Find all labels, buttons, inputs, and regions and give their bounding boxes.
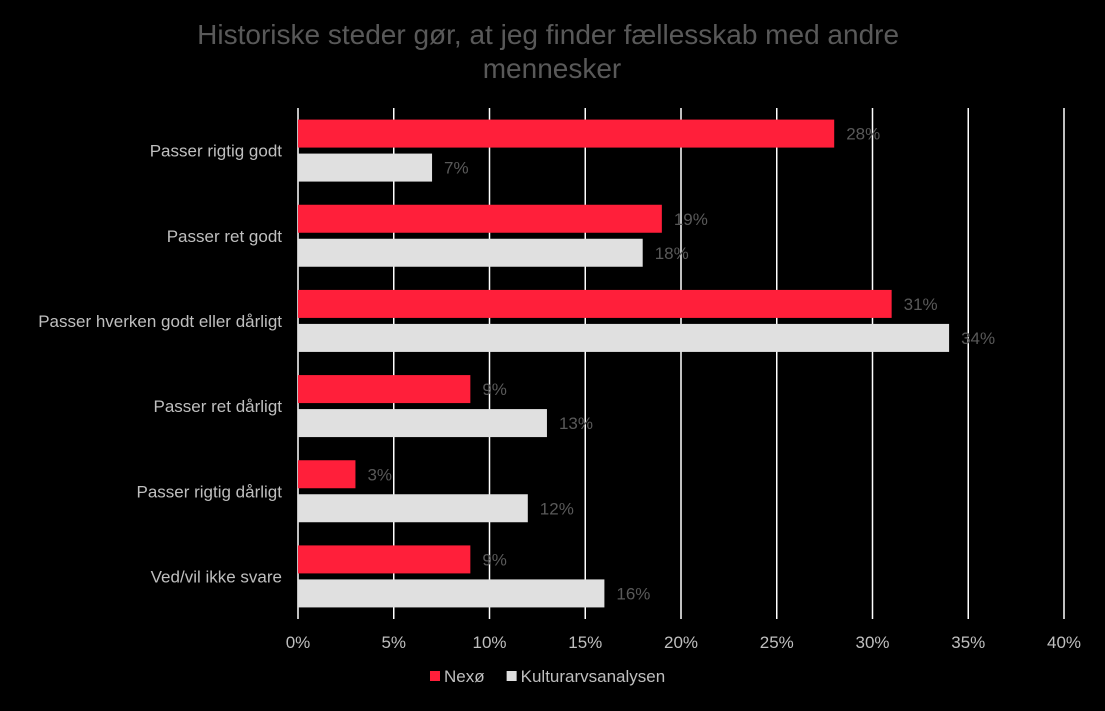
bar-nexo <box>298 204 662 233</box>
x-tick-label: 30% <box>855 633 889 652</box>
data-label: 7% <box>444 159 469 178</box>
category-label: Ved/vil ikke svare <box>151 567 282 586</box>
category-label: Passer ret dårligt <box>154 397 283 416</box>
x-tick-label: 10% <box>472 633 506 652</box>
legend: Nexø Kulturarvsanalysen <box>430 667 665 686</box>
bar-nexo <box>298 545 471 574</box>
bar-kulturarvsanalysen <box>298 409 547 438</box>
x-tick-label: 20% <box>664 633 698 652</box>
data-label: 19% <box>674 210 708 229</box>
legend-label-kulturarvsanalysen: Kulturarvsanalysen <box>521 667 666 686</box>
bar-kulturarvsanalysen <box>298 579 605 608</box>
bar-kulturarvsanalysen <box>298 494 528 523</box>
bars <box>298 119 950 608</box>
data-label: 13% <box>559 414 593 433</box>
category-label: Passer rigtig godt <box>150 142 283 161</box>
category-label: Passer ret godt <box>167 227 283 246</box>
x-tick-label: 40% <box>1047 633 1081 652</box>
data-label: 3% <box>367 465 392 484</box>
bar-kulturarvsanalysen <box>298 323 950 352</box>
x-tick-label: 35% <box>951 633 985 652</box>
chart-title: Historiske steder gør, at jeg finder fæl… <box>197 19 907 84</box>
gridlines <box>297 108 1065 619</box>
data-label: 16% <box>616 584 650 603</box>
x-tick-label: 5% <box>381 633 406 652</box>
legend-swatch-nexo <box>430 671 440 681</box>
bar-kulturarvsanalysen <box>298 238 643 267</box>
data-label: 28% <box>846 125 880 144</box>
x-tick-label: 0% <box>286 633 311 652</box>
data-label: 12% <box>540 499 574 518</box>
chart-title-line-1: Historiske steder gør, at jeg finder fæl… <box>197 19 899 50</box>
bar-nexo <box>298 119 835 148</box>
bar-nexo <box>298 289 892 318</box>
data-label: 34% <box>961 329 995 348</box>
bar-nexo <box>298 460 356 489</box>
x-tick-label: 15% <box>568 633 602 652</box>
category-label: Passer hverken godt eller dårligt <box>38 312 282 331</box>
data-label: 18% <box>655 244 689 263</box>
data-labels: 28% 7% 19% 18% 31% 34% 9% 13% 3% 12% 9% 16% <box>367 125 995 604</box>
chart-title-line-2: mennesker <box>483 53 622 84</box>
x-axis-tick-labels: 0% 5% 10% 15% 20% 25% 30% 35% 40% <box>286 633 1081 652</box>
legend-swatch-kulturarvsanalysen <box>506 671 517 681</box>
legend-label-nexo: Nexø <box>444 667 485 686</box>
x-tick-label: 25% <box>760 633 794 652</box>
category-label: Passer rigtig dårligt <box>136 482 282 501</box>
bar-nexo <box>298 375 471 404</box>
data-label: 9% <box>482 380 507 399</box>
bar-kulturarvsanalysen <box>298 153 433 182</box>
data-label: 31% <box>904 295 938 314</box>
category-labels: Passer rigtig godt Passer ret godt Passer … <box>38 142 282 587</box>
data-label: 9% <box>482 550 507 569</box>
